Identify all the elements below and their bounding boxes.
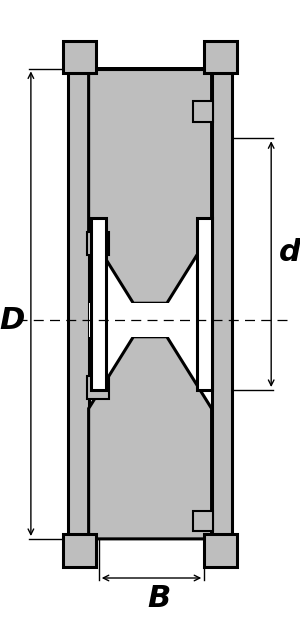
Polygon shape	[68, 42, 232, 69]
Polygon shape	[193, 511, 213, 531]
Bar	[97, 422, 213, 522]
Text: d: d	[279, 239, 300, 268]
Polygon shape	[87, 376, 109, 399]
Polygon shape	[204, 534, 237, 567]
Bar	[92, 217, 106, 390]
Polygon shape	[193, 101, 213, 122]
Polygon shape	[88, 69, 212, 303]
Polygon shape	[88, 337, 212, 539]
Polygon shape	[204, 41, 237, 73]
Text: B: B	[147, 584, 171, 613]
Polygon shape	[64, 41, 96, 73]
Bar	[88, 303, 212, 337]
Polygon shape	[68, 69, 88, 539]
Polygon shape	[87, 231, 109, 255]
Polygon shape	[64, 534, 96, 567]
Bar	[197, 217, 212, 390]
Bar	[97, 118, 213, 218]
Text: D: D	[0, 306, 25, 334]
Polygon shape	[212, 69, 232, 539]
